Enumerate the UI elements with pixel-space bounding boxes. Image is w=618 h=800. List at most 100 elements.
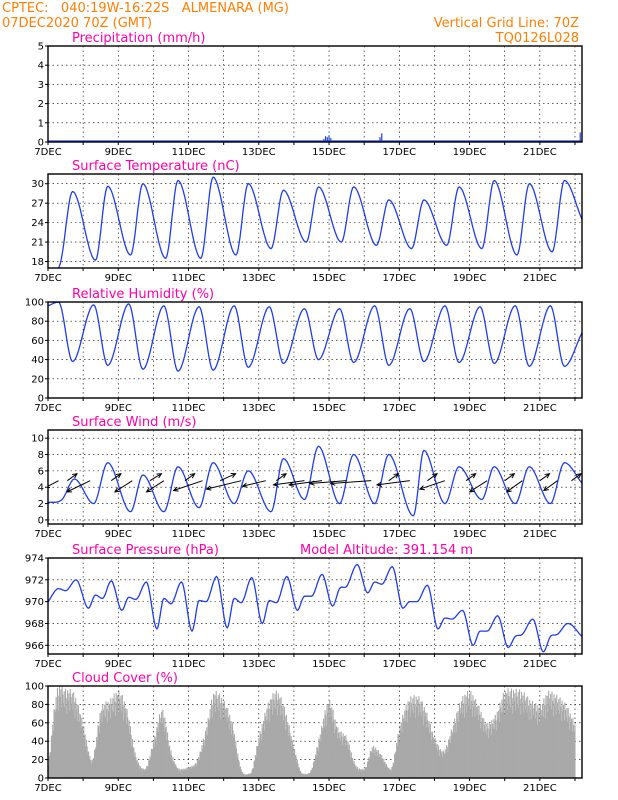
y-tick-label: 40 <box>31 355 44 366</box>
cloud-bar <box>395 751 397 778</box>
cloud-bar <box>314 760 316 778</box>
cloud-bar <box>414 718 417 778</box>
cloud-bar <box>212 693 215 778</box>
wind-vector <box>504 473 515 482</box>
cloud-bar <box>140 768 142 778</box>
cloud-bar <box>110 704 113 778</box>
cloud-bar <box>337 732 340 778</box>
cloud-bar <box>461 714 463 778</box>
cloud-bar <box>167 740 169 778</box>
cloud-bar <box>234 745 236 778</box>
x-tick-label: 21DEC <box>523 403 557 414</box>
cloud-bar <box>469 709 471 778</box>
cloud-bar <box>62 694 64 778</box>
cloud-bar <box>455 731 457 778</box>
cloud-bar <box>281 705 283 778</box>
cloud-bar <box>424 717 426 778</box>
cloud-bar <box>130 735 132 778</box>
cloud-bar <box>206 727 208 778</box>
y-tick-label: 0 <box>38 515 44 526</box>
panel-cloud <box>45 685 583 781</box>
wind-vector-head <box>241 482 248 488</box>
cloud-bar <box>84 734 86 778</box>
cloud-bar <box>400 722 402 778</box>
y-tick-label: 970 <box>25 597 44 608</box>
wind-vector-head <box>230 473 237 478</box>
cloud-bar <box>537 705 539 778</box>
cloud-bar <box>144 768 146 778</box>
cloud-bar <box>477 705 479 778</box>
wind-vector-head <box>432 473 439 479</box>
cloud-bar <box>398 741 400 778</box>
cloud-bar <box>483 718 485 778</box>
cloud-bar <box>492 728 494 778</box>
cloud-bar <box>419 711 421 778</box>
cloud-bar <box>246 774 248 778</box>
cloud-bar <box>389 768 391 778</box>
cloud-bar <box>115 692 117 778</box>
cloud-bar <box>194 766 196 778</box>
cloud-bar <box>237 753 239 778</box>
cloud-bar <box>98 726 100 778</box>
cloud-bar <box>316 747 318 778</box>
cloud-bar <box>385 766 387 778</box>
cloud-bar <box>329 700 331 778</box>
cloud-bar <box>258 743 261 778</box>
cloud-bar <box>340 731 342 778</box>
cloud-bar <box>483 724 485 778</box>
cloud-bar <box>233 737 235 778</box>
header: CPTEC: 040:19W-16:22S ALMENARA (MG) 07DE… <box>2 1 579 46</box>
pressure-subtitle: Model Altitude: 391.154 m <box>300 543 473 558</box>
cloud-bar <box>556 702 558 778</box>
cloud-bar <box>201 745 203 778</box>
cloud-bar <box>364 770 366 778</box>
cloud-bar <box>313 761 315 778</box>
cloud-bar <box>332 709 334 778</box>
x-tick-label: 13DEC <box>242 403 276 414</box>
cloud-bar <box>133 756 136 778</box>
cloud-bar <box>330 715 332 778</box>
cloud-bar <box>412 712 415 778</box>
cloud-bar <box>512 713 514 778</box>
cloud-bar <box>509 691 511 778</box>
cloud-bar <box>536 724 538 778</box>
cloud-bar <box>474 717 476 778</box>
cloud-plot <box>48 686 576 778</box>
cloud-bar <box>394 754 396 778</box>
cloud-bar <box>265 720 267 778</box>
wind-vector-head <box>509 473 516 479</box>
cloud-bar <box>163 731 165 778</box>
cloud-bar <box>272 693 274 778</box>
y-tick-label: 60 <box>31 718 44 729</box>
cloud-bar <box>241 771 243 778</box>
cloud-bar <box>446 746 448 778</box>
cloud-bar <box>558 699 560 778</box>
cloud-bar <box>473 700 475 778</box>
cloud-bar <box>494 728 496 778</box>
cloud-bar <box>110 698 112 778</box>
cloud-bar <box>209 709 211 778</box>
cloud-bar <box>367 761 369 778</box>
cloud-bar <box>146 765 148 778</box>
cloud-bar <box>321 726 323 778</box>
cloud-bar <box>437 745 440 778</box>
cloud-bar <box>324 710 326 778</box>
precip-bar <box>324 136 327 142</box>
x-tick-label: 7DEC <box>34 659 61 670</box>
cloud-bar <box>322 729 324 778</box>
cloud-bar <box>503 700 505 778</box>
cloud-bar <box>452 734 454 778</box>
cloud-bar <box>573 731 575 778</box>
cloud-bar <box>264 712 266 778</box>
panel-pressure <box>45 557 583 657</box>
cloud-bar <box>179 771 181 778</box>
precip-bar <box>330 138 332 142</box>
cloud-bar <box>323 726 325 778</box>
wind-vector-head <box>145 487 152 493</box>
cloud-bar <box>377 756 379 778</box>
cloud-bar <box>133 747 135 778</box>
cloud-bar <box>454 722 456 778</box>
cloud-bar <box>516 696 518 778</box>
cloud-bar <box>361 768 363 778</box>
cloud-bar <box>551 691 553 778</box>
